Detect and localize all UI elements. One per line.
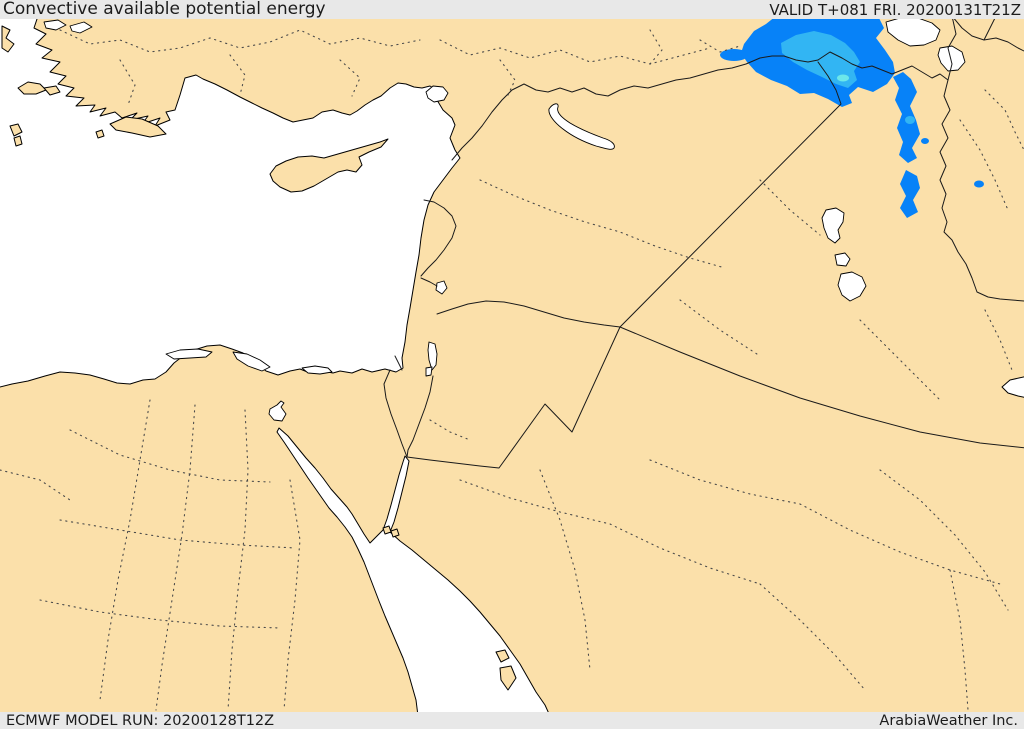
footer-bar: ECMWF MODEL RUN: 20200128T12Z ArabiaWeat…: [0, 712, 1024, 729]
border-turkey-syria: [451, 55, 819, 161]
valid-time-label: VALID T+081 FRI. 20200131T21Z: [769, 0, 1021, 19]
lake-razzaza: [837, 271, 867, 302]
dead-sea: [427, 341, 438, 371]
border-syria-iraq: [619, 61, 842, 328]
border-israel-jordan: [406, 375, 434, 458]
provider-label: ArabiaWeather Inc.: [879, 712, 1018, 729]
lake-habbaniyah: [834, 252, 851, 267]
cape-strip-zagros-south: [900, 170, 920, 218]
model-run-label: ECMWF MODEL RUN: 20200128T12Z: [6, 712, 275, 729]
lakes: [425, 19, 966, 377]
cape-shading-area: [720, 19, 984, 218]
border-jordan-saudi: [406, 326, 621, 469]
cyprus-island: [269, 138, 389, 193]
map-canvas: [0, 19, 1024, 712]
weather-map-svg: [0, 19, 1024, 712]
cape-blob-west: [720, 49, 748, 61]
border-caucasus: [953, 19, 1024, 52]
lake-assad: [548, 103, 615, 150]
lake-urmia: [937, 45, 966, 72]
bitter-lake: [268, 400, 287, 422]
iskenderun-lake: [425, 85, 449, 103]
border-gaza: [394, 355, 403, 371]
marmara-inlets: [43, 19, 93, 34]
nile-delta-lagoons: [165, 348, 333, 422]
border-lebanon: [420, 199, 457, 277]
lake-van: [885, 19, 941, 47]
red-sea-islands: [382, 525, 517, 691]
header-bar: Convective available potential energy VA…: [0, 0, 1024, 19]
border-iraq-saudi: [619, 326, 1024, 449]
border-turkey-iraq: [817, 51, 949, 81]
lake-tharthar: [821, 207, 845, 244]
lake-homs: [435, 280, 448, 295]
rhodes-island: [109, 116, 167, 138]
admin-boundaries-dotted: [0, 29, 1024, 711]
aegean-islands: [1, 25, 167, 147]
border-syria-jordan: [436, 300, 621, 328]
mediterranean-sea: [0, 19, 461, 388]
border-iraq-iran: [939, 79, 1024, 302]
map-title: Convective available potential energy: [3, 0, 326, 19]
border-egypt-israel: [383, 369, 408, 458]
red-sea: [276, 427, 549, 712]
border-turkey-iran: [947, 19, 957, 81]
persian-gulf: [1001, 376, 1024, 398]
country-borders: [383, 19, 1024, 469]
